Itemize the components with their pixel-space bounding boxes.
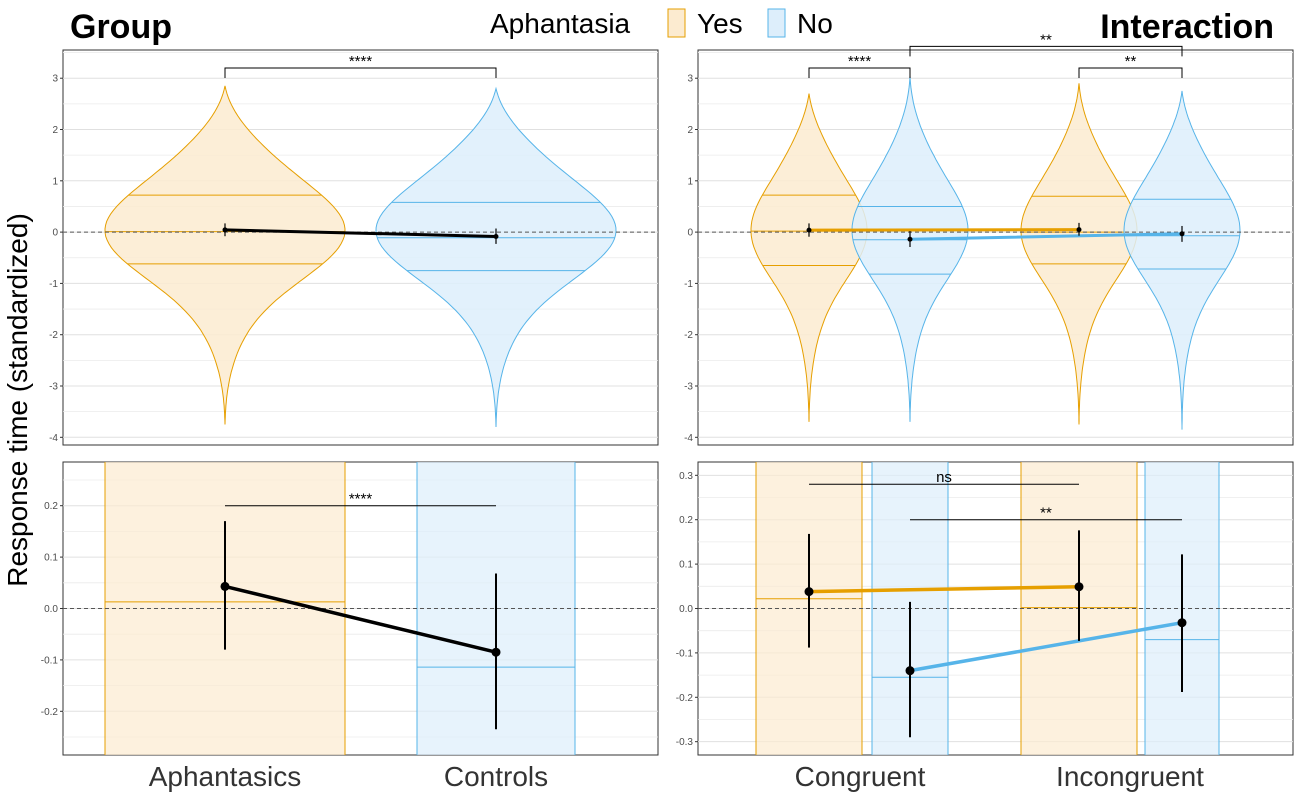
significance-label: **** [349, 53, 373, 70]
violin-yes-aphantasics [104, 85, 346, 425]
mean-connector-yes [807, 228, 1081, 232]
y-axis-label: Response time (standardized) [2, 213, 33, 587]
y-tick-label: 0.3 [679, 471, 693, 482]
y-tick-label: 0.0 [44, 604, 58, 615]
significance-label: **** [848, 53, 872, 70]
significance-bracket [224, 67, 497, 78]
y-tick-label: 0.1 [679, 560, 693, 571]
y-tick-label: 3 [52, 74, 58, 85]
mean-connector-line [224, 584, 497, 654]
y-tick-label: 0.2 [679, 515, 693, 526]
violin-no-controls [375, 86, 617, 428]
mean-point [1074, 582, 1084, 592]
significance-label: ** [1125, 53, 1137, 70]
mean-point [905, 666, 915, 676]
mean-point [806, 227, 812, 233]
mean-connector-line [224, 228, 497, 238]
y-tick-label: 0 [687, 228, 693, 239]
y-tick-label: -4 [684, 433, 693, 444]
y-tick-label: -2 [49, 330, 58, 341]
plot-area [698, 75, 1293, 430]
y-tick-label: -0.2 [676, 693, 694, 704]
x-tick-congruent: Congruent [795, 761, 926, 792]
legend-key-no [767, 8, 786, 38]
significance-label: ** [1040, 505, 1052, 522]
title-group: Group [70, 8, 172, 46]
significance-label: ns [936, 469, 952, 486]
legend: Aphantasia Yes No [490, 8, 833, 39]
violin-yes-incongruent [1020, 83, 1138, 425]
y-tick-label: -4 [49, 433, 58, 444]
x-tick-incongruent: Incongruent [1056, 761, 1204, 792]
y-tick-label: -1 [49, 279, 58, 290]
mean-point [491, 647, 501, 657]
violin-no-incongruent [1123, 90, 1241, 430]
y-tick-label: 1 [687, 176, 693, 187]
mean-point [220, 581, 230, 591]
y-tick-label: -0.1 [41, 655, 59, 666]
mean-point [804, 587, 814, 597]
y-tick-label: -2 [684, 330, 693, 341]
y-tick-label: -3 [49, 382, 58, 393]
y-tick-label: -0.3 [676, 737, 694, 748]
mean-point [1076, 227, 1082, 233]
y-tick-label: 0.1 [44, 553, 58, 564]
violin-yes-congruent [750, 93, 868, 422]
y-tick-label: 0.0 [679, 604, 693, 615]
mean-connector-no [908, 232, 1184, 241]
y-tick-label: -0.2 [41, 707, 59, 718]
legend-label-yes: Yes [697, 8, 743, 39]
y-tick-label: 2 [687, 125, 693, 136]
y-tick-label: 1 [52, 176, 58, 187]
y-tick-label: 3 [687, 74, 693, 85]
mean-point [1177, 618, 1187, 628]
title-interaction: Interaction [1100, 8, 1274, 46]
x-tick-aphantasics: Aphantasics [149, 761, 302, 792]
y-tick-label: -0.1 [676, 648, 694, 659]
plot-area [698, 462, 1293, 755]
legend-key-yes [667, 8, 686, 38]
y-tick-label: -1 [684, 279, 693, 290]
x-tick-controls: Controls [444, 761, 548, 792]
mean-point [222, 227, 228, 233]
significance-label: ** [1040, 31, 1052, 48]
mean-point [1179, 231, 1185, 237]
mean-connector-no [908, 620, 1184, 673]
plot-area [63, 462, 658, 755]
y-tick-label: -3 [684, 382, 693, 393]
significance-label: **** [349, 491, 373, 508]
significance-bracket [1078, 67, 1183, 78]
y-tick-label: 2 [52, 125, 58, 136]
panel-group-full: -4 -3 -2 -1 0 1 2 3 **** [49, 49, 659, 446]
legend-label-no: No [797, 8, 833, 39]
panel-group-zoom: -0.2 -0.1 0.0 0.1 0.2 **** [41, 461, 659, 756]
significance-bracket [909, 45, 1183, 57]
mean-connector-yes [807, 584, 1081, 594]
mean-point [907, 236, 913, 242]
y-tick-label: 0 [52, 228, 58, 239]
y-tick-label: 0.2 [44, 501, 58, 512]
panel-interaction-zoom: -0.3 -0.2 -0.1 0.0 0.1 0.2 0.3 ns ** [676, 461, 1294, 756]
significance-bracket [808, 67, 911, 78]
legend-title: Aphantasia [490, 8, 631, 39]
plot-area [63, 85, 658, 428]
mean-point [493, 233, 499, 239]
